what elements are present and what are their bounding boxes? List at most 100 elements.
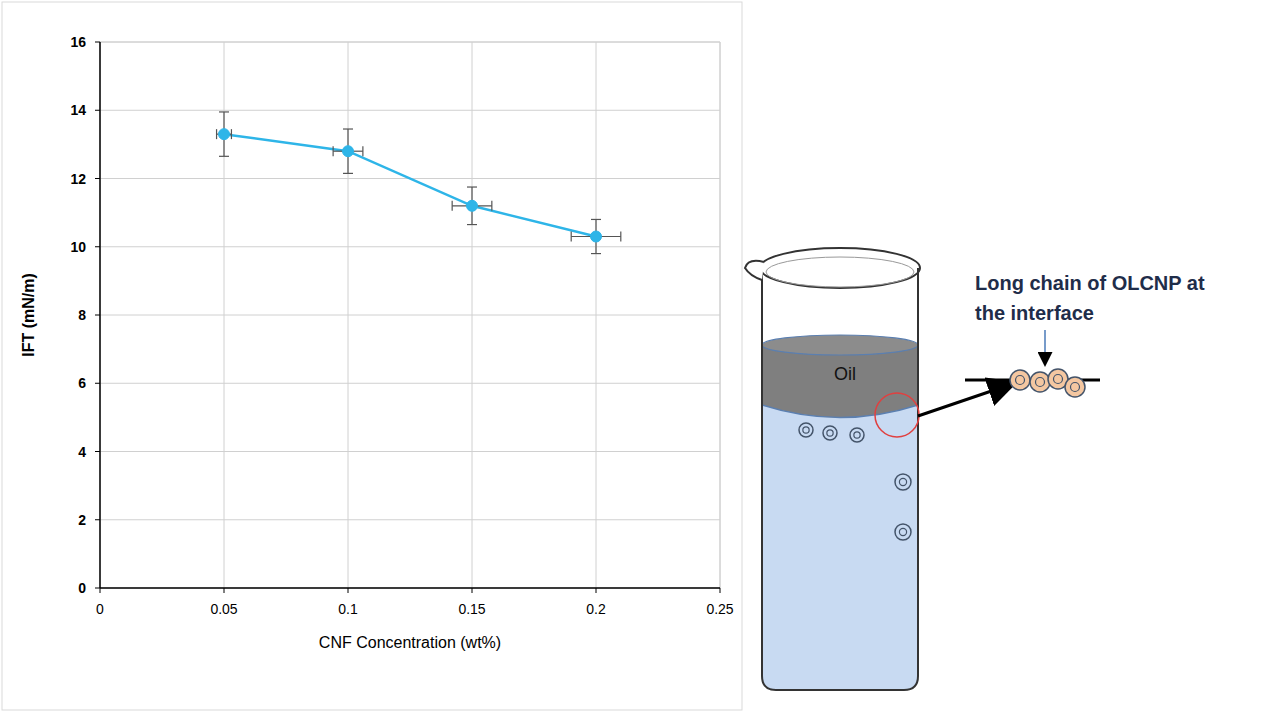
grid-line (100, 383, 720, 384)
data-point (219, 129, 230, 140)
x-tick (472, 588, 473, 593)
error-cap (216, 129, 217, 139)
particle (850, 428, 864, 442)
oil-surface (762, 335, 918, 355)
grid-line (100, 588, 720, 589)
data-point (343, 146, 354, 157)
beaker-diagram: OilLong chain of OLCNP atthe interface (745, 248, 1205, 690)
annotation-pointer (1044, 330, 1046, 364)
beaker-outline (762, 268, 918, 690)
y-error-bar (343, 129, 353, 173)
particle-core (1016, 376, 1025, 385)
x-tick-label: 0.2 (586, 601, 606, 617)
x-axis (100, 587, 720, 589)
plot-frame (720, 42, 721, 588)
grid-line (596, 42, 597, 588)
error-cap (591, 253, 601, 254)
y-error-bar (467, 187, 477, 225)
x-error-bar (217, 129, 232, 139)
annotation-line: Long chain of OLCNP at (975, 272, 1205, 294)
y-tick (95, 451, 100, 452)
oil-layer (762, 345, 918, 418)
particle-core (899, 528, 906, 535)
error-cap (333, 146, 334, 156)
beaker-rim-inner (766, 257, 914, 287)
y-tick-label: 10 (70, 239, 86, 255)
y-tick (95, 110, 100, 111)
y-error-bar (219, 112, 229, 156)
y-tick (95, 246, 100, 247)
y-tick-label: 6 (78, 375, 86, 391)
particle-core (899, 478, 906, 485)
grid-line (100, 246, 720, 247)
y-tick (95, 315, 100, 316)
grid-line (100, 451, 720, 452)
y-tick (95, 519, 100, 520)
x-axis-title: CNF Concentration (wt%) (319, 634, 501, 651)
error-cap (571, 232, 572, 242)
grid-line (472, 42, 473, 588)
particle (799, 423, 813, 437)
particle (895, 474, 911, 490)
error-cap (467, 186, 477, 187)
particle-core (1036, 378, 1045, 387)
error-cap (231, 129, 232, 139)
y-tick (95, 383, 100, 384)
x-tick (100, 588, 101, 593)
y-error-bar (591, 219, 601, 253)
particle-core (1054, 375, 1063, 384)
particle-core (1071, 383, 1080, 392)
error-cap (491, 201, 492, 211)
x-tick (348, 588, 349, 593)
particle-core (854, 432, 860, 438)
grid-line (100, 42, 720, 43)
particle (1010, 370, 1030, 390)
grid-line (720, 42, 721, 588)
particle-core (827, 430, 833, 436)
error-cap (591, 219, 601, 220)
water-layer (762, 405, 918, 690)
plot-frame (100, 42, 720, 43)
error-cap (219, 111, 229, 112)
data-line (224, 134, 596, 236)
grid-line (224, 42, 225, 588)
y-tick (95, 588, 100, 589)
x-tick-label: 0.1 (338, 601, 358, 617)
interface-annotation: Long chain of OLCNP at the interface (975, 272, 1205, 324)
particle (1030, 372, 1050, 392)
annotation-line: the interface (975, 302, 1094, 324)
particle (823, 426, 837, 440)
x-tick (596, 588, 597, 593)
grid-line (100, 110, 720, 111)
error-cap (620, 232, 621, 242)
y-tick-label: 8 (78, 307, 86, 323)
highlight-circle (875, 393, 919, 437)
y-tick-label: 12 (70, 171, 86, 187)
x-tick (720, 588, 721, 593)
zoom-arrow (918, 384, 1012, 416)
x-tick-label: 0 (96, 601, 104, 617)
grid-line (100, 519, 720, 520)
interface-curve (762, 405, 918, 418)
beaker-rim (760, 248, 920, 288)
y-axis-title: IFT (mN/m) (20, 273, 37, 357)
x-tick (224, 588, 225, 593)
y-tick-label: 16 (70, 34, 86, 50)
error-cap (452, 201, 453, 211)
y-tick (95, 178, 100, 179)
data-point (467, 200, 478, 211)
grid-line (100, 315, 720, 316)
y-tick-label: 4 (78, 444, 86, 460)
x-error-bar (571, 232, 621, 242)
canvas: 024681012141600.050.10.150.20.25CNF Conc… (0, 0, 1272, 725)
error-cap (219, 156, 229, 157)
beaker-spout (745, 261, 764, 280)
grid-line (348, 42, 349, 588)
error-cap (362, 146, 363, 156)
x-tick-label: 0.05 (210, 601, 237, 617)
x-tick-label: 0.25 (706, 601, 733, 617)
plot-area (217, 112, 621, 254)
data-point (591, 231, 602, 242)
error-cap (343, 173, 353, 174)
y-tick-label: 14 (70, 102, 86, 118)
